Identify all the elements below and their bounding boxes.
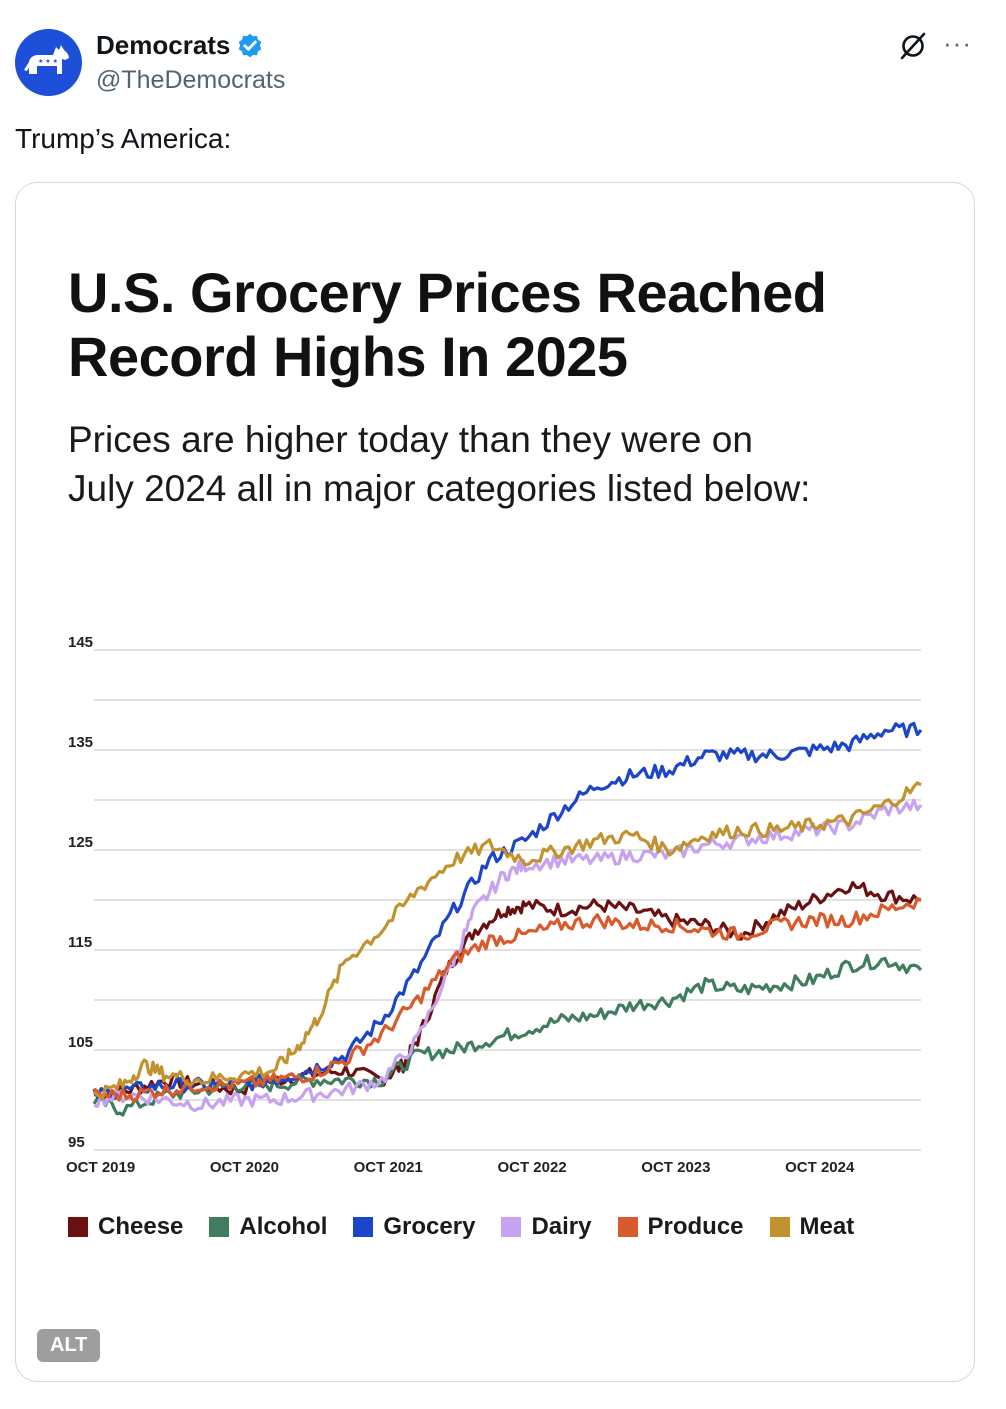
legend-item-grocery: Grocery (353, 1213, 475, 1241)
chart-title-line-2: Record Highs In 2025 (68, 325, 628, 388)
legend-label: Cheese (98, 1213, 184, 1240)
legend-item-cheese: Cheese (68, 1213, 183, 1241)
donkey-logo: ★ ★ ★ (24, 45, 69, 74)
x-tick-label: OCT 2021 (354, 1159, 423, 1176)
y-tick-label: 115 (68, 934, 92, 951)
legend-label: Dairy (531, 1213, 592, 1240)
legend-swatch (353, 1217, 374, 1237)
legend-label: Meat (799, 1213, 855, 1240)
grok-icon[interactable] (897, 30, 929, 62)
y-tick-label: 95 (68, 1134, 85, 1151)
x-tick-label: OCT 2023 (641, 1159, 710, 1176)
svg-text:★ ★ ★: ★ ★ ★ (38, 58, 58, 65)
legend-swatch (769, 1217, 790, 1237)
chart-subtitle: Prices are higher today than they were o… (68, 415, 810, 513)
x-tick-label: OCT 2019 (66, 1159, 135, 1176)
x-tick-label: OCT 2020 (210, 1159, 279, 1176)
author-name[interactable]: Democrats (96, 30, 231, 60)
legend-label: Grocery (383, 1213, 476, 1240)
legend-item-dairy: Dairy (501, 1213, 592, 1241)
series-line-dairy (93, 798, 923, 1113)
chart-title-line-1: U.S. Grocery Prices Reached (68, 261, 827, 324)
author-handle[interactable]: @TheDemocrats (96, 66, 286, 94)
legend-swatch (209, 1217, 230, 1237)
more-icon[interactable]: ··· (943, 28, 972, 58)
avatar[interactable]: ★ ★ ★ (15, 29, 82, 96)
legend-swatch (617, 1217, 638, 1237)
legend-label: Alcohol (239, 1213, 328, 1240)
y-tick-label: 135 (68, 734, 93, 751)
chart-legend: Cheese Alcohol Grocery Dairy Produce Meat (68, 1213, 854, 1241)
y-tick-label: 145 (68, 634, 93, 651)
alt-button[interactable]: ALT (37, 1329, 101, 1362)
chart-title: U.S. Grocery Prices Reached Record Highs… (68, 261, 827, 389)
y-tick-label: 105 (68, 1034, 93, 1051)
series-line-cheese (93, 880, 922, 1102)
legend-item-produce: Produce (617, 1213, 744, 1241)
x-tick-label: OCT 2024 (785, 1159, 855, 1176)
x-tick-label: OCT 2022 (497, 1159, 566, 1176)
legend-item-alcohol: Alcohol (209, 1213, 327, 1241)
tweet-text: Trump’s America: (15, 123, 232, 154)
legend-swatch (68, 1217, 88, 1237)
series-line-meat (92, 781, 922, 1101)
series-line-produce (93, 896, 922, 1104)
legend-item-meat: Meat (769, 1213, 855, 1241)
chart-subtitle-line-2: July 2024 all in major categories listed… (68, 468, 811, 509)
chart-subtitle-line-1: Prices are higher today than they were o… (68, 419, 753, 460)
verified-badge-icon (239, 33, 262, 57)
media-card[interactable]: U.S. Grocery Prices Reached Record Highs… (15, 182, 975, 1382)
line-chart: 95 105 115 125 135 145 OCT 2019 OCT 2020 OCT 202… (66, 634, 923, 1176)
legend-swatch (501, 1217, 522, 1237)
y-tick-label: 125 (68, 834, 93, 851)
legend-label: Produce (647, 1213, 744, 1240)
